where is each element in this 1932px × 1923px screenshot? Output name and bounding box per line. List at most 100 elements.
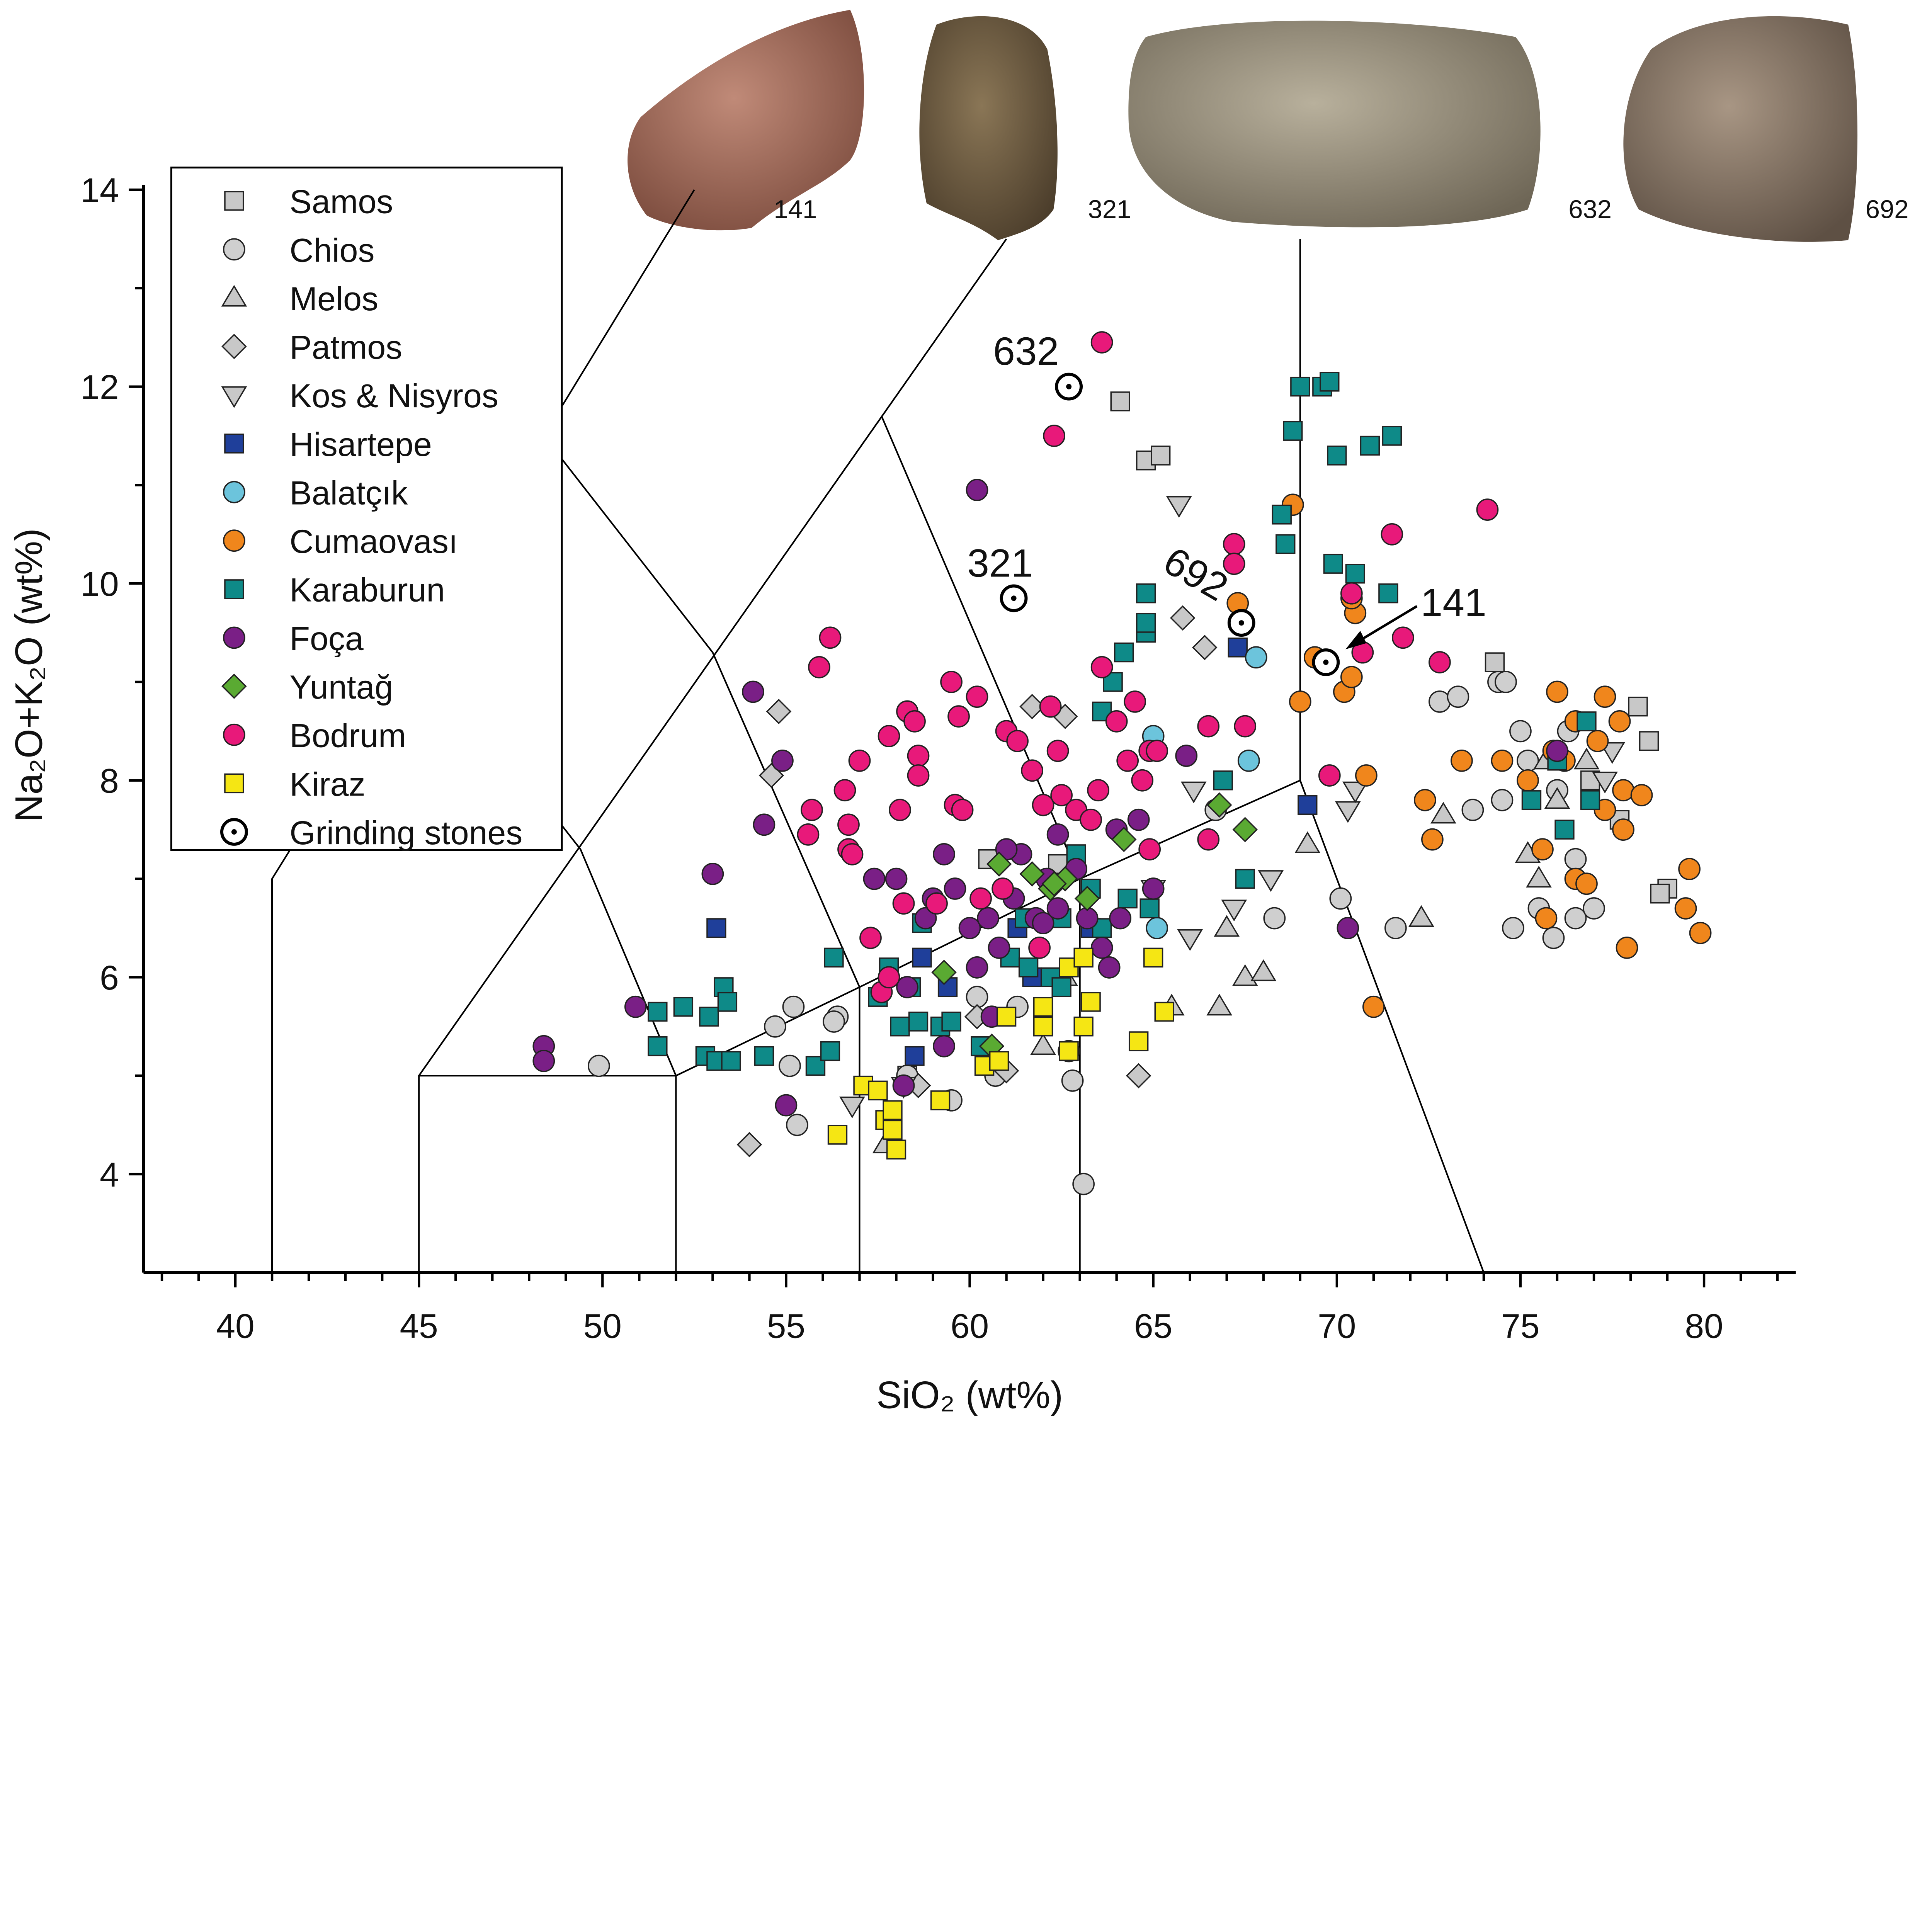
point-yunta- [1019,861,1045,887]
point-bodrum [1080,808,1102,831]
point-karaburun [648,1036,668,1056]
field-boundary-line [418,1075,677,1273]
x-tick-label: 80 [1685,1307,1723,1345]
point-cumaovas- [1678,858,1701,880]
point-fo-a [863,867,886,890]
legend-marker-kos-nisyros-icon [221,386,247,408]
photo-label-321: 321 [1088,195,1131,224]
point-karaburun [1018,957,1039,978]
point-bodrum [1032,794,1054,816]
point-karaburun [1345,564,1366,584]
point-karaburun [941,1012,961,1032]
point-fo-a [933,1035,955,1058]
point-cumaovas- [1674,897,1697,920]
point-samos [1650,884,1670,904]
point-bodrum [969,887,992,910]
point-melos [1544,787,1570,809]
x-tick-label: 45 [400,1307,438,1345]
point-chios [1502,917,1524,939]
grinding-stone-dot [1238,620,1244,626]
point-yunta- [1041,871,1067,897]
point-fo-a [958,917,981,939]
point-bodrum [1234,715,1257,738]
point-chios [1447,685,1469,708]
point-melos [1206,994,1233,1016]
point-chios [587,1054,610,1077]
point-cumaovas- [1575,872,1598,895]
point-bodrum [1146,740,1168,762]
x-tick-label: 60 [951,1307,989,1345]
point-yunta- [931,959,957,985]
point-chios [1072,1173,1095,1195]
point-bodrum [940,671,963,693]
point-karaburun [1290,376,1310,397]
point-chios [1061,1069,1084,1092]
legend-label: Foça [289,620,363,657]
point-chios [1491,789,1514,811]
point-bodrum [907,745,930,767]
axes: 40 45 50 55 60 65 70 75 80 4 6 8 10 12 14 [80,171,1796,1345]
point-kiraz [883,1120,903,1140]
point-karaburun [1117,888,1138,909]
point-kiraz [989,1051,1009,1071]
point-karaburun [1213,770,1233,791]
point-cumaovas- [1616,937,1638,959]
legend-marker-bodrum-icon [223,723,245,746]
point-karaburun [721,1051,741,1071]
point-bodrum [1006,729,1029,752]
annotation-692: 692 [1156,539,1235,610]
legend-marker-balat-k-icon [223,481,245,503]
photo-stone-692 [1623,16,1858,242]
legend-entry-bodrum: Bodrum [223,718,406,755]
point-patmos [1192,635,1218,660]
point-samos [1151,445,1171,466]
photo-stone-141 [628,10,864,231]
point-bodrum [801,799,823,821]
legend-marker-patmos-icon [221,333,247,359]
legend-label: Samos [289,184,393,221]
point-bodrum [1197,715,1220,738]
field-boundary-line [543,435,861,988]
point-patmos [736,1132,762,1158]
legend-label: Karaburun [289,572,445,609]
point-bodrum [797,823,820,846]
point-bodrum [837,813,860,836]
y-tick-label: 4 [100,1155,119,1194]
point-cumaovas- [1630,784,1653,806]
x-tick-label: 40 [216,1307,254,1345]
point-fo-a [775,1094,798,1117]
point-melos [1030,1033,1056,1055]
point-cumaovas- [1546,680,1568,703]
point-karaburun [1521,790,1542,810]
point-cumaovas- [1451,749,1473,772]
point-kiraz [1059,1041,1079,1061]
point-bodrum [1021,759,1043,782]
point-cumaovas- [1362,995,1385,1018]
legend-label: Chios [289,232,374,269]
legend-marker-grinding-stones-icon [220,818,248,846]
point-bodrum [1116,749,1139,772]
point-karaburun [1378,583,1398,604]
point-melos [1408,905,1434,927]
point-samos [1639,731,1659,751]
point-fo-a [1046,823,1069,846]
point-bodrum [903,710,926,733]
point-bodrum [1124,690,1146,713]
point-chios [1263,907,1286,930]
data-points [532,331,1712,1195]
annotation-arrow-141 [1355,605,1418,644]
legend-marker-kiraz-icon [224,773,244,794]
y-tick-label: 10 [80,564,119,603]
legend-marker-chios-icon [223,238,245,261]
point-fo-a [944,877,966,900]
legend-label: Kos & Nisyros [289,377,498,415]
point-karaburun [1092,701,1112,722]
point-melos [1526,865,1552,888]
legend-label: Bodrum [289,718,406,755]
point-karaburun [1320,372,1340,392]
point-melos [1430,802,1456,824]
point-yunta- [1232,817,1258,842]
field-boundary-line [1299,780,1485,1273]
point-balat-k [1245,646,1267,669]
point-fo-a [977,907,999,930]
